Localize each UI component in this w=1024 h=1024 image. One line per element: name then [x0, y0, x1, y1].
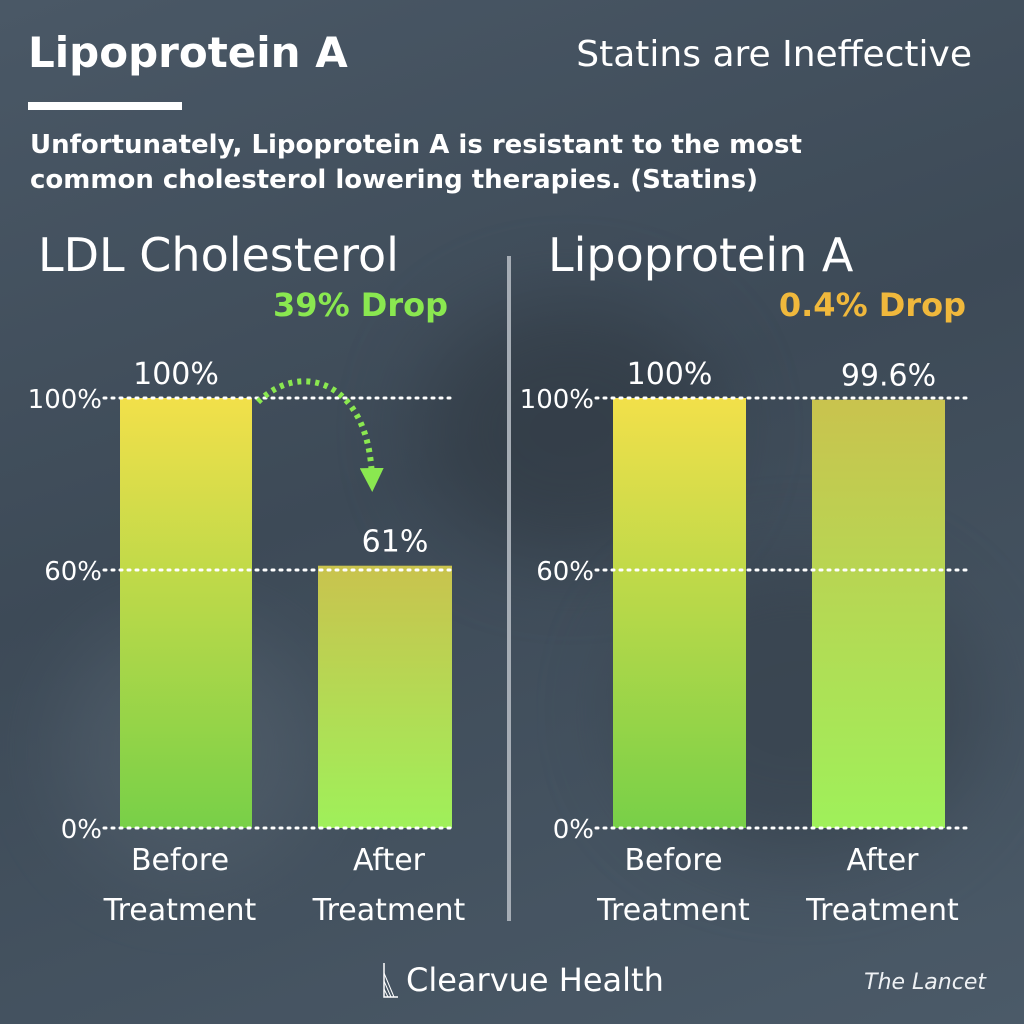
intro-text: Unfortunately, Lipoprotein A is resistan…: [30, 130, 802, 195]
bar: [812, 399, 945, 828]
brand: Clearvue Health: [382, 958, 664, 1002]
chart-divider: [507, 256, 511, 921]
x-tick-label: Treatment: [596, 893, 750, 928]
page-subtitle: Statins are Ineffective: [576, 34, 972, 75]
x-tick-label: Treatment: [805, 893, 959, 928]
y-tick-label: 0%: [553, 815, 594, 845]
brand-name: Clearvue Health: [406, 961, 664, 999]
y-tick-label: 100%: [28, 385, 102, 415]
x-tick-label: Treatment: [103, 893, 257, 928]
data-label: 100%: [133, 357, 219, 392]
left-drop-annotation: 39% Drop: [273, 286, 448, 324]
left-chart-title: LDL Cholesterol: [38, 228, 399, 282]
data-label: 99.6%: [841, 359, 936, 394]
data-label: 61%: [362, 525, 429, 560]
y-tick-label: 60%: [536, 557, 594, 587]
y-tick-label: 60%: [44, 557, 102, 587]
triangle-lines-logo-icon: [383, 963, 398, 998]
y-tick-label: 100%: [520, 385, 594, 415]
source-citation: The Lancet: [864, 970, 986, 995]
bar: [318, 565, 452, 828]
drop-arrow: [255, 378, 384, 492]
x-tick-label: Treatment: [312, 893, 466, 928]
x-tick-label: Before: [131, 843, 229, 878]
page-title: Lipoprotein A: [28, 28, 348, 77]
y-tick-label: 0%: [61, 815, 102, 845]
bar: [613, 398, 746, 828]
x-tick-label: Before: [624, 843, 722, 878]
title-underline: [28, 102, 182, 110]
right-drop-annotation: 0.4% Drop: [778, 286, 966, 324]
right-chart-title: Lipoprotein A: [548, 228, 854, 282]
x-tick-label: After: [846, 843, 919, 878]
x-tick-label: After: [353, 843, 426, 878]
data-label: 100%: [627, 357, 713, 392]
bar: [120, 398, 252, 828]
